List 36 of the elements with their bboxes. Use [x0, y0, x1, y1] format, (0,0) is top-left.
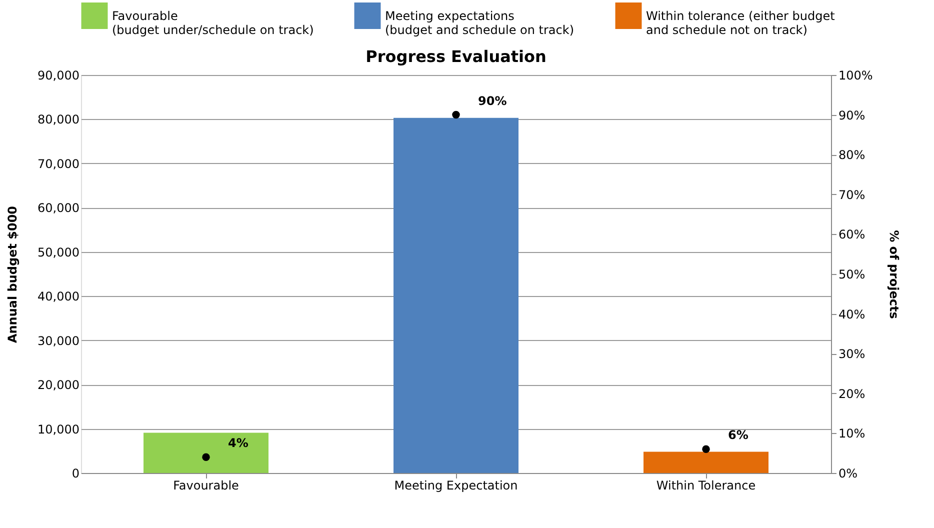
y2-tick-label: 30% — [838, 347, 866, 362]
x-tick-label: Meeting Expectation — [394, 478, 518, 492]
y2-tick-label: 10% — [838, 426, 866, 441]
y2-tick-label: 70% — [838, 188, 866, 202]
y-tick-label: 80,000 — [38, 112, 80, 127]
y-tick-label: 20,000 — [38, 378, 80, 392]
data-label: 90% — [478, 94, 507, 108]
legend-label: Within tolerance (either budget and schedule not on track) — [646, 8, 836, 37]
y2-tick-label: 90% — [838, 108, 866, 122]
y2-tick-label: 20% — [838, 386, 866, 401]
y2-tick-label: 50% — [838, 268, 866, 282]
point — [452, 110, 460, 119]
y2-tick-label: 0% — [838, 466, 858, 480]
point — [702, 445, 710, 453]
y2-tick-label: 100% — [838, 68, 873, 82]
y-tick-label: 10,000 — [38, 422, 80, 436]
chart-title: Progress Evaluation — [366, 47, 546, 66]
y-tick-label: 70,000 — [38, 156, 80, 171]
x-tick-label: Favourable — [173, 478, 239, 492]
y-axis-title: Annual budget $000 — [6, 206, 20, 344]
y2-axis-title: % of projects — [886, 230, 901, 319]
data-label: 6% — [728, 428, 748, 442]
y2-tick-label: 80% — [838, 148, 866, 162]
y2-tick-label: 60% — [838, 228, 866, 242]
y2-tick-label: 40% — [838, 307, 866, 322]
data-label: 4% — [228, 436, 248, 450]
y-tick-label: 30,000 — [38, 334, 80, 348]
legend-label: Favourable (budget under/schedule on track) — [112, 8, 314, 37]
y-tick-label: 60,000 — [38, 201, 80, 216]
y-tick-label: 50,000 — [38, 245, 80, 260]
point — [202, 453, 210, 461]
x-tick-label: Within Tolerance — [656, 478, 756, 492]
y-tick-label: 90,000 — [38, 68, 80, 82]
y-tick-label: 0 — [72, 466, 80, 480]
legend-label: Meeting expectations (budget and schedule on track) — [385, 8, 574, 37]
y-tick-label: 40,000 — [38, 290, 80, 304]
